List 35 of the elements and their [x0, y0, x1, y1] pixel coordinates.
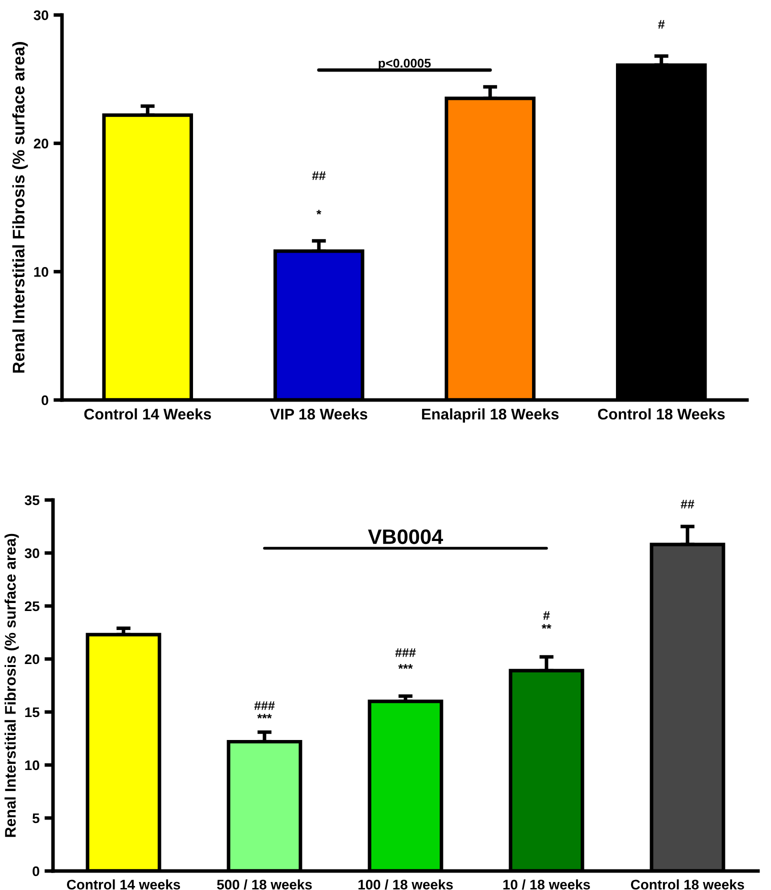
annotation: p<0.0005	[378, 58, 431, 70]
x-tick-label: Enalapril 18 Weeks	[422, 408, 559, 423]
annotation: ***	[398, 664, 413, 669]
y-tick-label: 25	[24, 601, 40, 612]
y-tick-label: 35	[24, 495, 40, 506]
annotation: VB0004	[368, 529, 444, 544]
y-tick-label: 30	[34, 10, 48, 20]
x-tick-label: VIP 18 Weeks	[270, 408, 368, 420]
annotation: ##	[680, 500, 694, 508]
x-tick-label: Control 18 weeks	[630, 879, 744, 890]
x-tick-label: Control 14 Weeks	[84, 408, 211, 420]
x-tick-label: 500 / 18 weeks	[217, 879, 312, 890]
y-tick-label: 0	[42, 395, 48, 406]
annotation: ###	[254, 701, 275, 710]
y-tick-label: 5	[32, 813, 40, 824]
y-tick-label: 20	[34, 138, 48, 149]
x-tick-label: 10 / 18 weeks	[503, 879, 590, 890]
annotation: **	[542, 624, 552, 629]
annotation: ***	[257, 714, 272, 719]
y-tick-label: 10	[25, 760, 40, 770]
annotation: ##	[312, 171, 326, 180]
x-tick-label: Control 14 weeks	[66, 879, 180, 890]
annotation: *	[316, 210, 322, 214]
x-tick-label: 100 / 18 weeks	[358, 879, 453, 890]
y-tick-label: 15	[25, 707, 40, 718]
y-axis-title: Renal Interstitial Fibrosis (% surface area)	[12, 42, 28, 373]
y-tick-label: 0	[32, 866, 40, 876]
annotation: #	[658, 20, 665, 29]
y-tick-label: 20	[24, 654, 40, 664]
y-tick-label: 10	[34, 267, 48, 277]
y-axis-title: Renal Interstitial Fibrosis (% surface area)	[4, 534, 19, 837]
annotation: ###	[395, 648, 416, 657]
x-tick-label: Control 18 Weeks	[598, 408, 725, 420]
y-tick-label: 30	[24, 548, 40, 558]
annotation: #	[543, 611, 550, 620]
